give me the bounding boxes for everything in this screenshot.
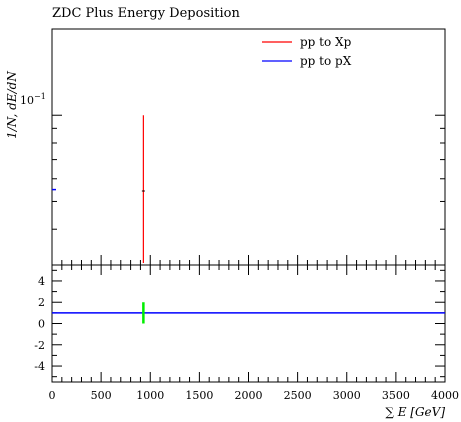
x-tick-label: 2000 (235, 389, 263, 402)
x-axis-label: ∑ E [GeV] (385, 405, 445, 419)
main-y-ticks (52, 28, 445, 266)
ratio-series-group (52, 302, 445, 324)
legend: pp to Xp pp to pX (262, 35, 352, 68)
ratio-y-ticks: -4 -2 0 2 4 (34, 269, 445, 378)
y-axis-label: 1/N, dE/dN (5, 71, 19, 139)
x-tick-label: 2500 (284, 389, 312, 402)
ratio-y-tick-label: -4 (34, 360, 45, 373)
x-tick-label: 1000 (136, 389, 164, 402)
legend-label-pp-to-xp: pp to Xp (300, 35, 352, 49)
ratio-y-tick-label: 2 (38, 296, 45, 309)
ratio-x-ticks: 0 500 1000 1500 2000 2500 3000 3500 4000 (49, 265, 459, 402)
main-series-group (52, 115, 145, 263)
x-tick-label: 0 (49, 389, 56, 402)
y-tick-label-1e-1: 10−1 (20, 92, 46, 107)
main-x-ticks (51, 255, 446, 265)
x-tick-label: 3000 (333, 389, 361, 402)
ratio-y-tick-label: -2 (34, 339, 45, 352)
main-panel-frame (51, 28, 446, 266)
ratio-y-tick-label: 4 (38, 275, 45, 288)
x-tick-label: 4000 (431, 389, 459, 402)
x-tick-label: 1500 (185, 389, 213, 402)
ratio-panel-frame (51, 264, 446, 383)
x-tick-label: 500 (91, 389, 112, 402)
ratio-y-tick-label: 0 (38, 318, 45, 331)
x-tick-label: 3500 (382, 389, 410, 402)
chart-title: ZDC Plus Energy Deposition (52, 6, 240, 21)
legend-label-pp-to-px: pp to pX (300, 54, 352, 68)
